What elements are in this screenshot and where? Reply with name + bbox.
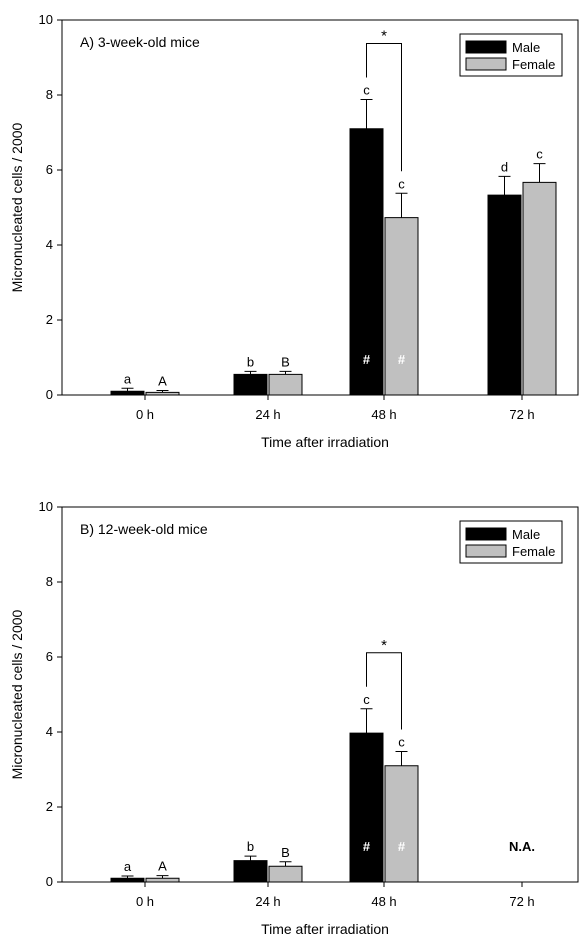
x-tick-label: 24 h: [255, 407, 280, 422]
bar-male: [349, 128, 384, 396]
significance-letter-male: d: [501, 159, 508, 174]
legend-entry-female: Female: [512, 544, 555, 559]
chart-panel-a: 0 2 4 6 8 10 0 h 24 h 48 h 72 h Time after irradia…: [9, 12, 579, 450]
significance-letter-female: A: [158, 859, 167, 874]
x-tick-label: 72 h: [509, 407, 534, 422]
bar-male: [233, 860, 268, 883]
y-axis-title: Micronucleated cells / 2000: [9, 609, 25, 779]
significance-bracket: *: [366, 637, 402, 730]
y-tick-label: 6: [46, 649, 53, 664]
y-tick-label: 6: [46, 162, 53, 177]
legend: Male Female: [459, 520, 563, 564]
plot-frame: [61, 19, 579, 396]
significance-letter-male: a: [124, 859, 132, 874]
significance-letter-female: c: [536, 147, 543, 162]
chart-panel-b: 0 2 4 6 8 10 0 h 24 h 48 h 72 h Time after irradia…: [9, 499, 579, 937]
x-tick-label: 48 h: [371, 407, 396, 422]
y-tick-label: 8: [46, 87, 53, 102]
significance-letter-male: a: [124, 371, 132, 386]
plot-frame: [61, 506, 579, 883]
bar-female: [145, 391, 180, 396]
x-tick-label: 48 h: [371, 894, 396, 909]
legend-swatch-female: [465, 544, 507, 558]
na-label: N.A.: [509, 839, 535, 854]
y-tick-label: 2: [46, 799, 53, 814]
bar-male: [349, 732, 384, 883]
y-tick-label: 8: [46, 574, 53, 589]
y-tick-label: 0: [46, 874, 53, 889]
significance-letter-male: b: [247, 354, 254, 369]
hash-marker-female: #: [398, 839, 406, 854]
significance-star: *: [381, 28, 387, 45]
hash-marker-male: #: [363, 352, 371, 367]
x-tick-label: 0 h: [136, 894, 154, 909]
hash-marker-male: #: [363, 839, 371, 854]
y-tick-label: 10: [39, 12, 53, 27]
bar-female: [384, 217, 419, 396]
significance-letter-male: c: [363, 83, 370, 98]
bar-female: [268, 373, 303, 396]
legend-entry-female: Female: [512, 57, 555, 72]
legend: Male Female: [459, 33, 563, 77]
significance-letter-male: c: [363, 692, 370, 707]
bar-female: [145, 877, 180, 883]
y-tick-label: 10: [39, 499, 53, 514]
bar-male: [110, 877, 145, 883]
x-tick-label: 24 h: [255, 894, 280, 909]
significance-letter-female: B: [281, 354, 290, 369]
hash-marker-female: #: [398, 352, 406, 367]
x-axis-title: Time after irradiation: [261, 434, 389, 450]
bar-female: [268, 865, 303, 883]
bar-female: [522, 181, 557, 396]
significance-bracket: *: [366, 28, 402, 172]
y-axis-title: Micronucleated cells / 2000: [9, 122, 25, 292]
panel-title: B) 12-week-old mice: [80, 521, 208, 537]
x-tick-label: 0 h: [136, 407, 154, 422]
x-axis-title: Time after irradiation: [261, 921, 389, 937]
bracket-line: [366, 43, 402, 172]
significance-letter-female: A: [158, 374, 167, 389]
y-tick-label: 4: [46, 724, 53, 739]
significance-letter-female: B: [281, 845, 290, 860]
bar-male: [233, 373, 268, 396]
y-tick-label: 2: [46, 312, 53, 327]
y-tick-label: 4: [46, 237, 53, 252]
legend-swatch-male: [465, 527, 507, 541]
legend-entry-male: Male: [512, 527, 540, 542]
legend-swatch-female: [465, 57, 507, 71]
significance-star: *: [381, 637, 387, 654]
bracket-line: [366, 652, 402, 730]
bar-female: [384, 765, 419, 883]
significance-letter-female: c: [398, 176, 405, 191]
significance-letter-female: c: [398, 735, 405, 750]
legend-swatch-male: [465, 40, 507, 54]
significance-letter-male: b: [247, 839, 254, 854]
legend-entry-male: Male: [512, 40, 540, 55]
panel-title: A) 3-week-old mice: [80, 34, 200, 50]
x-tick-label: 72 h: [509, 894, 534, 909]
bar-male: [487, 194, 522, 396]
y-tick-label: 0: [46, 387, 53, 402]
bar-male: [110, 390, 145, 396]
